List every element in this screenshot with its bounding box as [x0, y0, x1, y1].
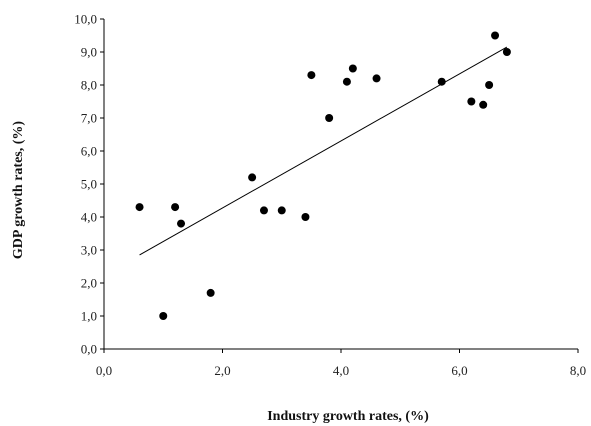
data-point — [277, 206, 286, 215]
data-point — [177, 219, 186, 228]
y-tick-label: 4,0 — [81, 210, 97, 225]
data-point — [348, 64, 357, 73]
trendline — [139, 46, 508, 256]
y-tick-label: 1,0 — [81, 309, 97, 324]
data-point — [437, 77, 446, 86]
data-point — [491, 31, 500, 40]
data-point — [342, 77, 351, 86]
x-tick-label: 8,0 — [570, 363, 586, 378]
y-axis-title: GDP growth rates, (%) — [11, 121, 26, 259]
x-tick-label: 0,0 — [96, 363, 112, 378]
x-tick-label: 4,0 — [333, 363, 349, 378]
data-point — [159, 312, 168, 320]
x-tick-labels: 0,0 2,0 4,0 6,0 8,0 — [96, 363, 586, 378]
data-point — [372, 74, 381, 83]
y-tick-label: 0,0 — [81, 342, 97, 357]
x-axis-ticks — [103, 349, 579, 353]
data-points — [135, 31, 511, 320]
data-point — [502, 48, 511, 56]
y-tick-label: 3,0 — [81, 243, 97, 258]
y-tick-label: 9,0 — [81, 45, 97, 60]
data-point — [467, 97, 476, 106]
y-tick-label: 6,0 — [81, 144, 97, 159]
data-point — [301, 213, 310, 221]
data-point — [325, 114, 334, 122]
data-point — [248, 173, 257, 182]
y-tick-labels: 0,0 1,0 2,0 3,0 4,0 5,0 6,0 7,0 8,0 9,0 10,0 — [74, 12, 97, 357]
data-point — [171, 203, 180, 212]
data-point — [485, 81, 494, 89]
data-point — [135, 203, 144, 212]
data-point — [259, 206, 268, 215]
y-tick-label: 2,0 — [81, 276, 97, 291]
y-axis-ticks — [100, 18, 104, 350]
y-tick-label: 7,0 — [81, 111, 97, 126]
x-tick-label: 2,0 — [214, 363, 230, 378]
y-tick-label: 5,0 — [81, 177, 97, 192]
y-tick-label: 10,0 — [74, 12, 97, 27]
data-point — [479, 100, 488, 109]
x-tick-label: 6,0 — [451, 363, 467, 378]
x-axis-title: Industry growth rates, (%) — [267, 409, 429, 424]
data-point — [206, 288, 215, 297]
data-point — [307, 71, 316, 80]
y-tick-label: 8,0 — [81, 78, 97, 93]
